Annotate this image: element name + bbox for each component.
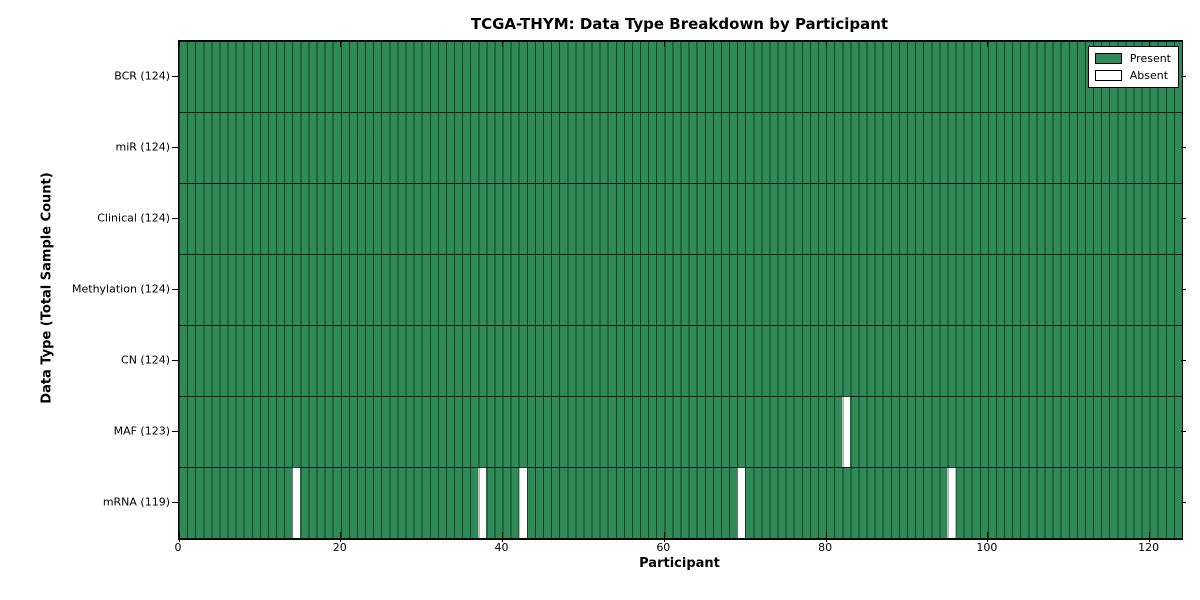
x-tick-mark-bottom: [825, 532, 827, 542]
legend-entry-present: Present: [1094, 50, 1171, 67]
x-tick-label: 60: [656, 541, 671, 554]
legend-label-present: Present: [1129, 52, 1171, 65]
y-tick-mark-left: [172, 76, 178, 77]
y-tick-mark-left: [172, 502, 178, 503]
y-tick-label: Clinical (124): [97, 211, 170, 224]
absent-cell: [292, 467, 301, 538]
y-tick-mark-left: [172, 218, 178, 219]
x-tick-mark-top: [340, 41, 342, 47]
absent-cell: [947, 467, 956, 538]
absent-cell: [478, 467, 487, 538]
y-tick-label: miR (124): [115, 140, 171, 153]
absent-cell: [518, 467, 527, 538]
x-tick-mark-bottom: [340, 532, 342, 542]
y-tick-label: mRNA (119): [102, 495, 170, 508]
x-tick-mark-bottom: [178, 532, 180, 542]
y-tick-mark-right: [1181, 218, 1186, 219]
x-tick-mark-bottom: [663, 532, 665, 542]
grid-lines: [179, 41, 1182, 538]
absent-cell: [842, 396, 851, 467]
legend-label-absent: Absent: [1129, 69, 1169, 82]
x-tick-mark-bottom: [987, 532, 989, 542]
y-tick-label: BCR (124): [114, 69, 170, 82]
y-tick-label: Methylation (124): [72, 282, 170, 295]
y-tick-mark-left: [172, 289, 178, 290]
legend-entry-absent: Absent: [1094, 67, 1171, 84]
x-tick-label: 80: [818, 541, 833, 554]
y-tick-mark-left: [172, 147, 178, 148]
x-axis-label: Participant: [639, 556, 720, 571]
plot-area: Present Absent: [178, 40, 1183, 542]
x-tick-label: 0: [174, 541, 182, 554]
x-tick-label: 120: [1138, 541, 1160, 554]
x-tick-mark-bottom: [1149, 532, 1151, 542]
y-tick-label: MAF (123): [113, 424, 170, 437]
y-tick-mark-right: [1181, 502, 1186, 503]
y-tick-mark-left: [172, 360, 178, 361]
x-tick-label: 40: [494, 541, 509, 554]
y-tick-mark-left: [172, 431, 178, 432]
x-tick-mark-top: [825, 41, 827, 47]
present-swatch-icon: [1094, 53, 1122, 64]
y-tick-mark-right: [1181, 147, 1186, 148]
x-tick-mark-top: [502, 41, 504, 47]
absent-swatch-icon: [1094, 70, 1122, 81]
y-axis-label: Data Type (Total Sample Count): [39, 172, 55, 404]
y-tick-label: CN (124): [121, 353, 170, 366]
x-tick-mark-top: [663, 41, 665, 47]
x-tick-label: 100: [976, 541, 998, 554]
absent-cell: [737, 467, 746, 538]
legend: Present Absent: [1087, 46, 1179, 88]
y-tick-mark-right: [1181, 76, 1186, 77]
y-tick-mark-right: [1181, 289, 1186, 290]
chart-title: TCGA-THYM: Data Type Breakdown by Partic…: [470, 15, 889, 33]
x-tick-label: 20: [332, 541, 347, 554]
x-tick-mark-top: [178, 41, 180, 47]
x-tick-mark-top: [987, 41, 989, 47]
y-tick-mark-right: [1181, 431, 1186, 432]
y-tick-mark-right: [1181, 360, 1186, 361]
x-tick-mark-bottom: [502, 532, 504, 542]
